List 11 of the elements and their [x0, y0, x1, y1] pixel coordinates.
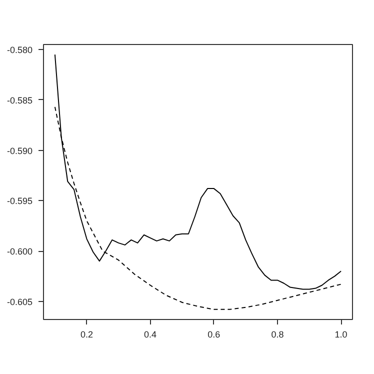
y-tick-label: -0.605 — [6, 296, 33, 307]
y-tick-label: -0.580 — [6, 45, 33, 56]
y-tick-label: -0.600 — [6, 246, 33, 256]
x-tick-label: 0.4 — [144, 330, 157, 340]
x-tick-label: 0.2 — [80, 330, 93, 340]
x-tick-label: 0.6 — [208, 330, 220, 340]
x-tick-label: 1.0 — [334, 330, 348, 340]
y-tick-label: -0.595 — [6, 196, 33, 206]
x-tick-label: 0.8 — [271, 330, 284, 340]
y-tick-label: -0.590 — [6, 146, 33, 156]
y-tick-label: -0.585 — [6, 95, 33, 106]
